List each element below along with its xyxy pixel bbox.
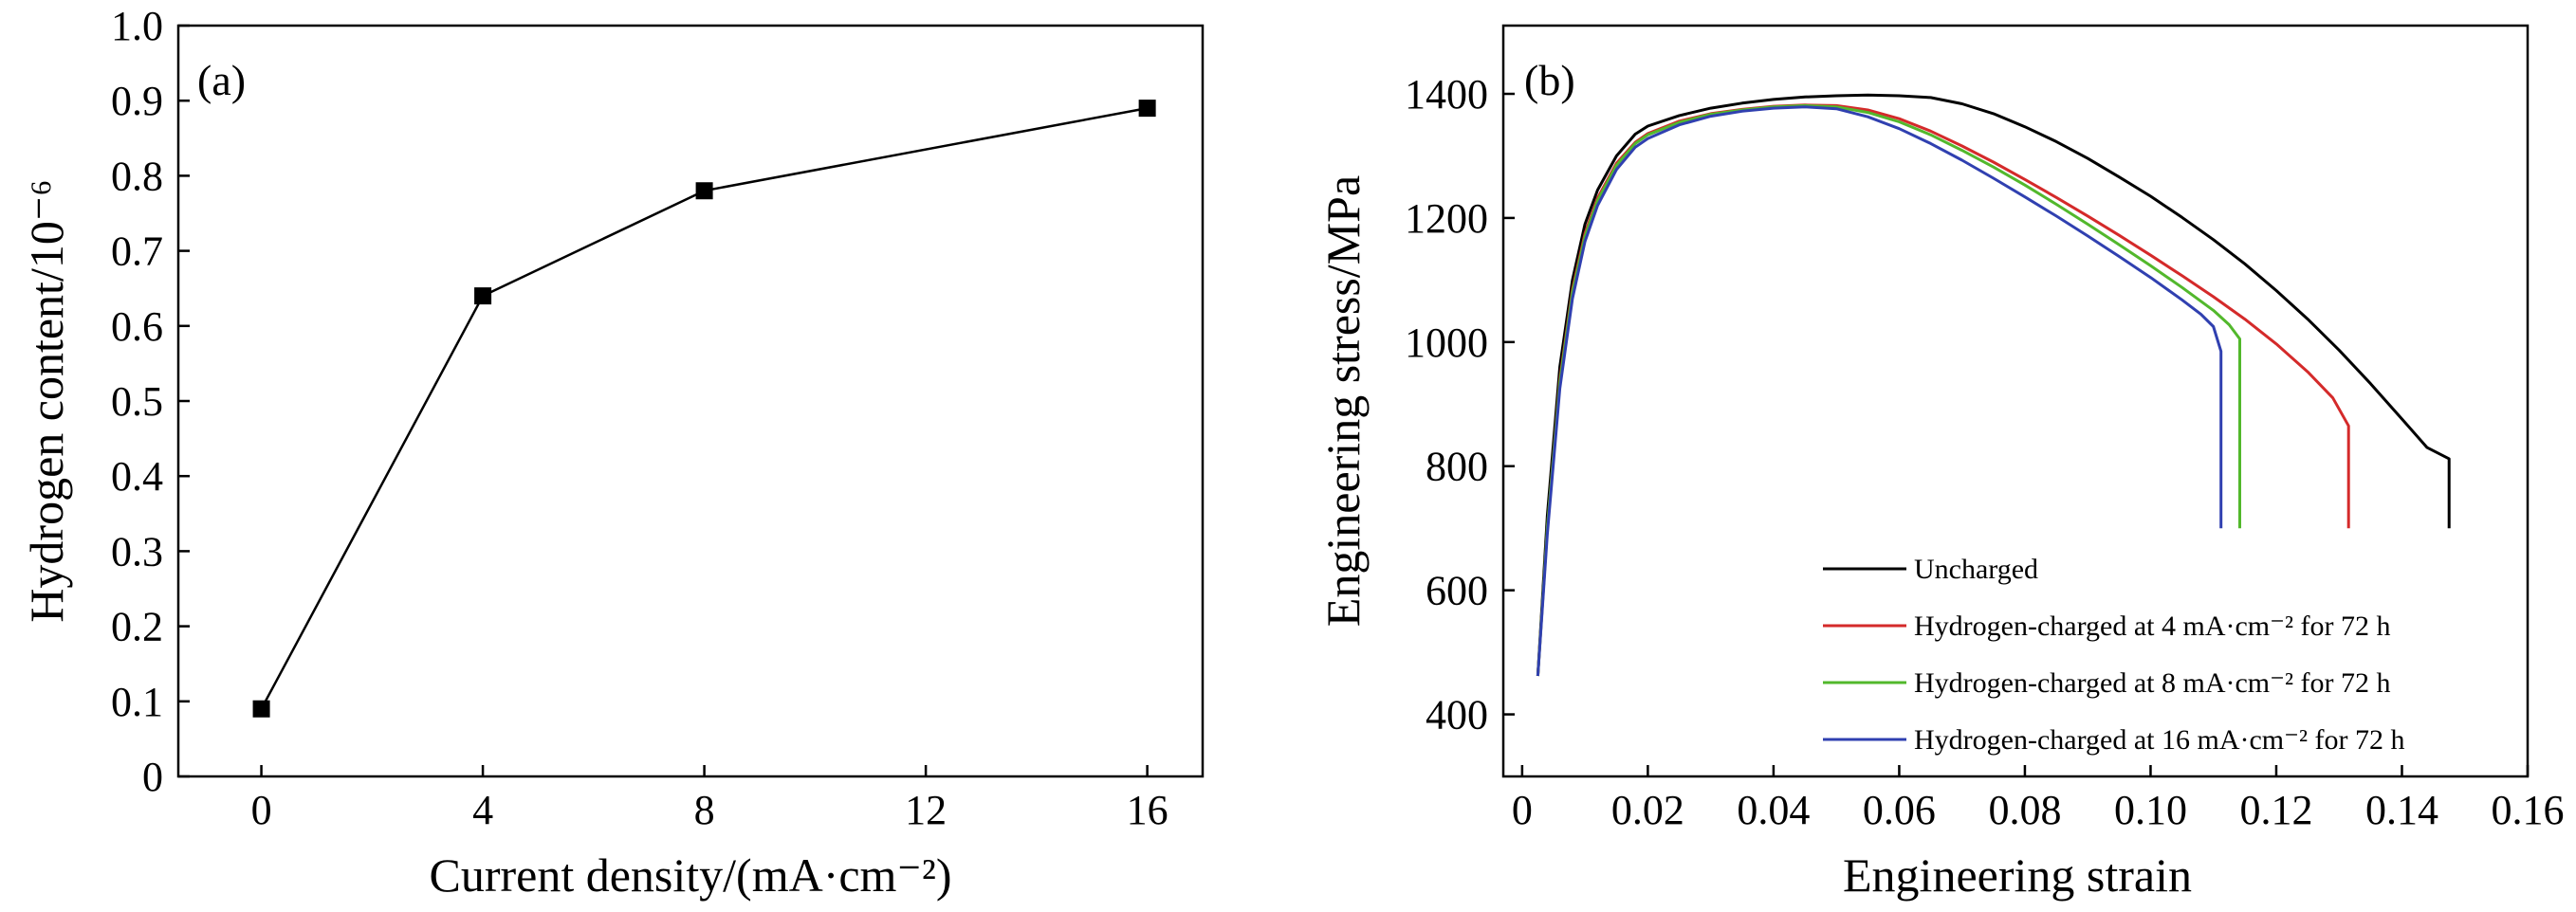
legend-entry-label: Hydrogen-charged at 4 mA·cm⁻² for 72 h [1914, 611, 2390, 642]
y-tick-label: 0.2 [111, 604, 163, 650]
y-tick-label: 1000 [1405, 319, 1488, 366]
y-tick-label: 0 [142, 754, 163, 800]
legend-entry-label: Hydrogen-charged at 8 mA·cm⁻² for 72 h [1914, 667, 2390, 699]
y-tick-label: 1200 [1405, 195, 1488, 242]
x-tick-label: 0.16 [2492, 787, 2565, 833]
y-tick-label: 0.9 [111, 78, 163, 124]
series-line-1 [1536, 103, 2350, 677]
y-tick-label: 1.0 [111, 3, 163, 49]
x-tick-label: 0 [251, 787, 272, 833]
x-tick-label: 0.14 [2365, 787, 2438, 833]
y-tick-label: 0.6 [111, 303, 163, 350]
series-group-b [1536, 93, 2451, 677]
x-tick-label: 0.04 [1737, 787, 1810, 833]
plot-area-frame-a [176, 24, 1205, 778]
chart-panel-a: 0 4 8 12 16 00.10.20.30.40.50.60.70.80.91.0 … [20, 3, 1205, 902]
data-point-marker [474, 287, 492, 305]
x-tick-label: 12 [905, 787, 947, 833]
data-point-marker [1138, 100, 1156, 118]
y-tick-label: 0.3 [111, 528, 163, 575]
legend: Uncharged Hydrogen-charged at 4 mA·cm⁻² f… [1823, 554, 2404, 756]
y-tick-label: 0.5 [111, 378, 163, 425]
x-tick-label: 0.12 [2239, 787, 2312, 833]
series-group-a [252, 100, 1156, 718]
panel-label-a: (a) [197, 56, 246, 104]
y-tick-label: 0.7 [111, 228, 163, 275]
legend-entry-label: Hydrogen-charged at 16 mA·cm⁻² for 72 h [1914, 724, 2404, 756]
x-tick-label: 16 [1127, 787, 1168, 833]
y-axis-label-b: Engineering stress/MPa [1316, 175, 1370, 627]
legend-entry-label: Uncharged [1914, 554, 2038, 585]
series-line-3 [1536, 105, 2223, 677]
series-line-0 [1536, 93, 2451, 677]
y-tick-label: 0.4 [111, 453, 163, 500]
x-axis-label-b: Engineering strain [1843, 848, 2192, 902]
plot-area-frame-b [1501, 24, 2530, 778]
y-tick-label: 1400 [1405, 71, 1488, 118]
x-tick-label: 0.10 [2114, 787, 2187, 833]
y-tick-label: 600 [1426, 568, 1488, 614]
x-tick-label: 0.08 [1988, 787, 2061, 833]
y-axis-label-a: Hydrogen content/10⁻⁶ [20, 179, 73, 622]
x-tick-label: 0.06 [1863, 787, 1936, 833]
x-tick-label: 0 [1512, 787, 1533, 833]
x-tick-label: 8 [694, 787, 715, 833]
y-tick-label: 800 [1426, 444, 1488, 490]
x-tick-label: 4 [472, 787, 493, 833]
panel-label-b: (b) [1524, 56, 1575, 104]
x-tick-label: 0.02 [1611, 787, 1684, 833]
y-tick-label: 0.8 [111, 153, 163, 199]
data-point-marker [252, 700, 270, 718]
data-point-marker [695, 182, 713, 200]
x-axis-ticks-a: 0 4 8 12 16 [251, 765, 1168, 833]
y-axis-ticks-b: 400 600 800 1000 1200 1400 [1405, 71, 1515, 739]
x-axis-label-a: Current density/(mA·cm⁻²) [430, 848, 952, 902]
chart-panel-b: 0 0.02 0.04 0.06 0.08 0.10 0.12 0.14 0.16 400 600… [1316, 24, 2565, 902]
y-axis-ticks-a: 0 0.1 0.2 0.3 0.4 0.5 0.6 0.7 0.8 0.9 1.0 [111, 3, 190, 800]
y-tick-label: 0.1 [111, 679, 163, 725]
x-axis-ticks-b: 0 0.02 0.04 0.06 0.08 0.10 0.12 0.14 0.16 [1512, 765, 2565, 833]
y-tick-label: 400 [1426, 692, 1488, 739]
series-line [260, 106, 1148, 710]
series-line-2 [1536, 103, 2241, 677]
